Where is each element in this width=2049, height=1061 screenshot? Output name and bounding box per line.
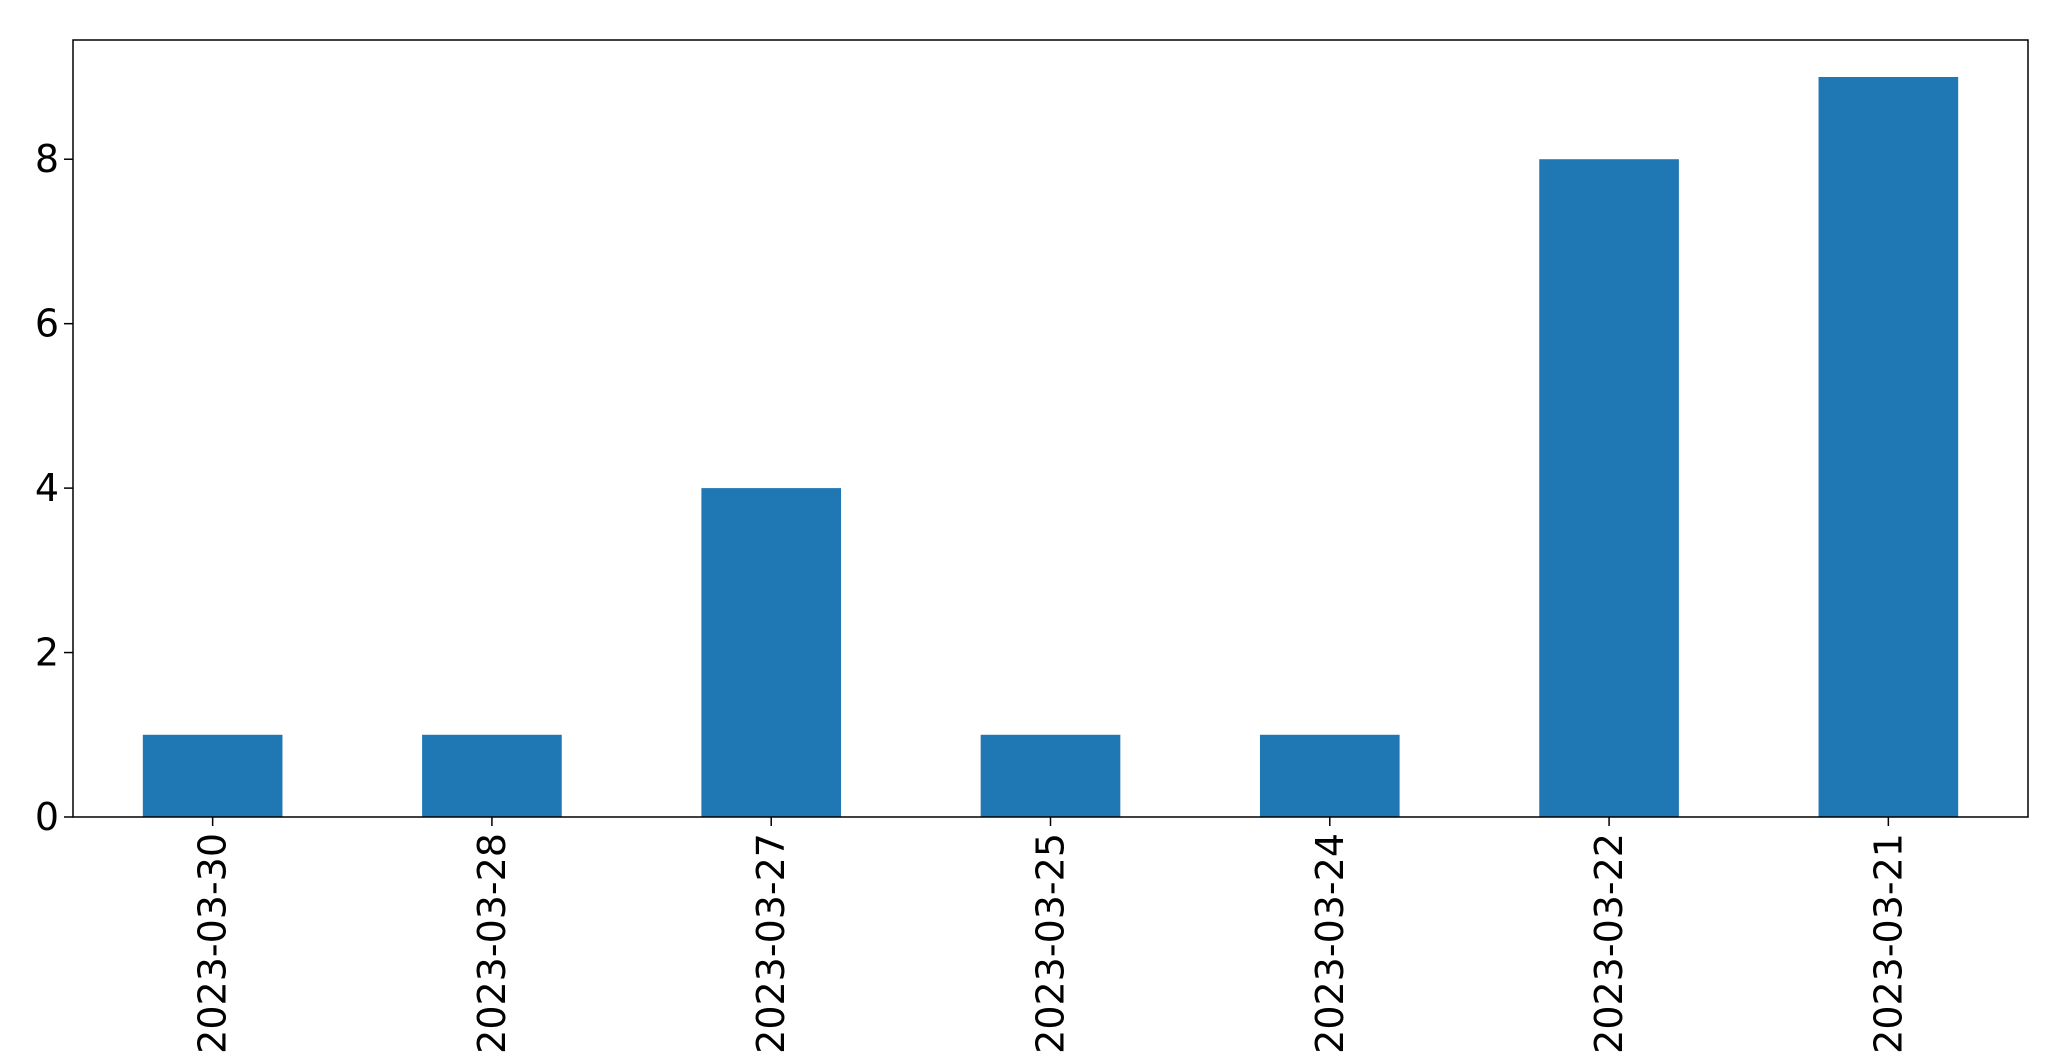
y-tick-label: 4	[35, 466, 59, 510]
y-tick-label: 8	[35, 137, 59, 181]
bar-2023-03-28	[422, 734, 562, 817]
y-tick-label: 6	[35, 302, 59, 346]
bar-2023-03-21	[1818, 77, 1959, 817]
bar-2023-03-30	[142, 734, 283, 817]
x-tick-label: 2023-03-21	[1866, 833, 1910, 1054]
x-tick-label: 2023-03-30	[191, 833, 235, 1054]
x-tick-label: 2023-03-25	[1029, 833, 1073, 1054]
x-tick-label: 2023-03-27	[749, 833, 793, 1054]
y-axis: 0 2 4 6 8	[35, 137, 73, 839]
x-tick-label: 2023-03-28	[470, 833, 514, 1054]
bar-2023-03-27	[701, 488, 842, 817]
bars-group	[142, 77, 1959, 817]
x-tick-label: 2023-03-22	[1587, 833, 1631, 1054]
y-tick-label: 0	[35, 795, 59, 839]
plot-frame	[72, 39, 2029, 818]
bar-2023-03-22	[1539, 159, 1679, 817]
x-tick-label: 2023-03-24	[1308, 833, 1352, 1054]
bar-2023-03-24	[1259, 734, 1400, 817]
x-axis: 2023-03-30 2023-03-28 2023-03-27 2023-03-25…	[191, 817, 1910, 1054]
y-tick-label: 2	[35, 631, 59, 675]
bar-2023-03-25	[980, 734, 1121, 817]
